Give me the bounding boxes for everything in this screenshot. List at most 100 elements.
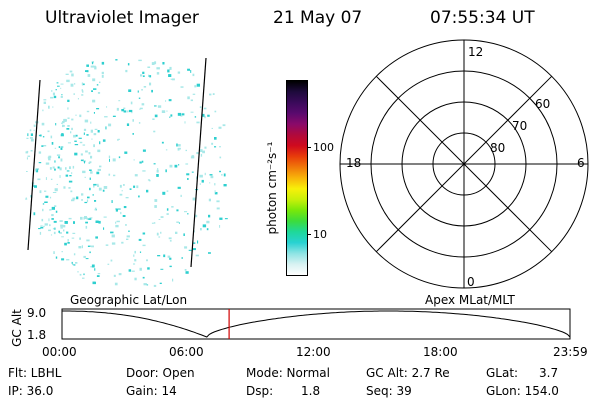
- aurora-speckle: [120, 211, 122, 215]
- aurora-speckle: [148, 180, 151, 182]
- aurora-speckle: [93, 133, 97, 136]
- aurora-speckle: [146, 189, 149, 193]
- aurora-speckle: [166, 110, 168, 112]
- aurora-speckle: [107, 263, 110, 265]
- aurora-speckle: [169, 240, 172, 242]
- aurora-speckle: [206, 220, 210, 224]
- aurora-speckle: [139, 267, 142, 271]
- aurora-speckle: [153, 130, 156, 133]
- aurora-speckle: [136, 185, 139, 189]
- aurora-speckle: [116, 220, 120, 223]
- aurora-speckle: [132, 133, 134, 135]
- aurora-speckle: [33, 212, 36, 216]
- aurora-speckle: [176, 221, 179, 223]
- aurora-speckle: [94, 200, 97, 202]
- aurora-speckle: [59, 232, 62, 234]
- aurora-speckle: [40, 225, 43, 227]
- aurora-speckle: [67, 107, 69, 110]
- aurora-speckle: [45, 162, 50, 165]
- timeline-ylabel: GC Alt: [10, 309, 24, 347]
- aurora-speckle: [212, 93, 215, 95]
- aurora-speckle: [154, 199, 158, 202]
- aurora-speckle: [124, 151, 128, 154]
- aurora-speckle: [58, 146, 61, 148]
- aurora-speckle: [38, 151, 42, 154]
- colorbar-tick-10: 10: [313, 228, 327, 241]
- aurora-speckle: [59, 175, 61, 178]
- aurora-speckle: [141, 103, 145, 106]
- aurora-speckle: [202, 224, 207, 228]
- aurora-speckle: [204, 146, 207, 149]
- aurora-speckle: [219, 146, 221, 148]
- aurora-speckle: [30, 138, 34, 142]
- aurora-speckle: [166, 213, 169, 215]
- aurora-speckle: [27, 155, 31, 157]
- aurora-speckle: [68, 187, 71, 189]
- aurora-speckle: [56, 183, 58, 185]
- polar-diagonal-2: [375, 75, 553, 253]
- info-gc-alt: GC Alt: 2.7 Re: [366, 366, 450, 380]
- aurora-speckle: [138, 59, 142, 62]
- aurora-speckle: [80, 216, 83, 220]
- colorbar: [286, 80, 308, 276]
- aurora-speckle: [52, 92, 55, 96]
- aurora-speckle: [105, 244, 109, 246]
- aurora-speckle: [73, 221, 75, 224]
- aurora-speckle: [111, 200, 113, 203]
- aurora-speckle: [63, 225, 66, 228]
- aurora-speckle: [149, 82, 152, 86]
- aurora-speckle: [84, 216, 87, 219]
- aurora-speckle: [49, 196, 52, 199]
- aurora-speckle: [110, 259, 113, 262]
- aurora-speckle: [74, 140, 77, 142]
- altitude-curve: [62, 310, 571, 338]
- aurora-speckle: [79, 237, 81, 240]
- aurora-speckle: [108, 123, 112, 127]
- info-flt: Flt: LBHL: [8, 366, 62, 380]
- aurora-speckle: [157, 168, 159, 170]
- aurora-speckle: [201, 179, 204, 183]
- aurora-speckle: [66, 231, 69, 234]
- aurora-speckle: [178, 164, 180, 166]
- aurora-speckle: [161, 110, 166, 113]
- aurora-speckle: [177, 71, 181, 74]
- aurora-speckle: [71, 73, 74, 77]
- aurora-speckle: [115, 221, 117, 224]
- aurora-speckle: [42, 203, 45, 205]
- aurora-speckle: [160, 216, 164, 218]
- aurora-speckle: [148, 74, 150, 77]
- aurora-speckle: [188, 249, 192, 251]
- aurora-speckle: [60, 147, 63, 150]
- aurora-speckle: [216, 200, 220, 203]
- aurora-speckle: [218, 126, 222, 129]
- aurora-speckle: [138, 195, 140, 198]
- aurora-speckle: [158, 219, 161, 220]
- aurora-speckle: [99, 141, 101, 145]
- aurora-speckle: [160, 231, 162, 234]
- aurora-speckle: [113, 174, 116, 177]
- aurora-speckle: [125, 224, 127, 226]
- aurora-speckle: [101, 61, 105, 65]
- aurora-speckle: [180, 86, 184, 88]
- xtick-0: 00:00: [42, 345, 77, 359]
- aurora-speckle: [133, 185, 136, 188]
- aurora-speckle: [128, 269, 132, 272]
- aurora-speckle: [97, 168, 101, 171]
- aurora-speckle: [53, 231, 56, 235]
- aurora-speckle: [146, 284, 149, 286]
- aurora-speckle: [72, 197, 76, 200]
- aurora-speckle: [216, 207, 220, 210]
- aurora-speckle: [154, 61, 157, 65]
- aurora-speckle: [81, 82, 84, 86]
- aurora-speckle: [88, 152, 91, 155]
- aurora-speckle: [60, 96, 63, 98]
- aurora-speckle: [210, 175, 214, 179]
- aurora-speckle: [92, 281, 96, 285]
- aurora-speckle: [98, 187, 102, 191]
- aurora-speckle: [177, 144, 181, 147]
- aurora-speckle: [79, 114, 82, 118]
- aurora-speckle: [26, 157, 28, 160]
- aurora-speckle: [151, 222, 154, 224]
- info-seq: Seq: 39: [366, 384, 412, 398]
- aurora-speckle: [75, 114, 77, 116]
